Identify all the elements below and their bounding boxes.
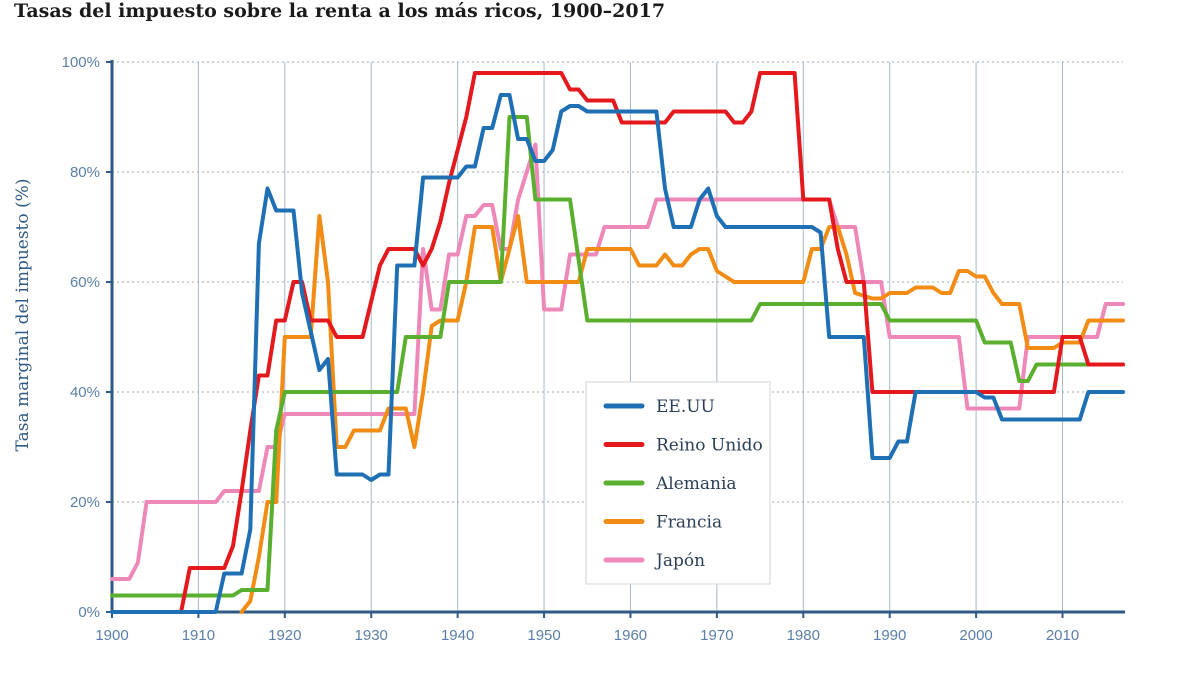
x-tick-label: 2000 [959, 627, 992, 644]
x-tick-label: 1900 [95, 627, 128, 644]
legend-label: Alemania [655, 474, 737, 494]
x-tick-label: 1980 [787, 627, 820, 644]
x-tick-label: 2010 [1046, 627, 1079, 644]
series-line-5 [110, 142, 1125, 581]
series-lines [110, 71, 1125, 614]
series-line-2 [179, 71, 1125, 614]
y-tick-label: 0% [78, 604, 100, 621]
legend-label: Japón [654, 551, 705, 571]
y-tick-label: 80% [70, 164, 100, 181]
series-line-3 [110, 115, 1125, 598]
x-tick-label: 1970 [700, 627, 733, 644]
x-tick-label: 1990 [873, 627, 906, 644]
x-tick-label: 1960 [614, 627, 647, 644]
legend: EE.UU Reino Unido Alemania Francia Japón [585, 381, 771, 585]
legend-label: Reino Unido [656, 436, 763, 456]
y-tick-label: 40% [70, 384, 100, 401]
chart-title: Tasas del impuesto sobre la renta a los … [14, 0, 666, 22]
axes: 1900 1910 1920 1930 1940 1950 1960 1970 1980 1990… [62, 54, 1125, 644]
x-tick-label: 1920 [268, 627, 301, 644]
series-line-4 [239, 214, 1125, 614]
y-tick-label: 60% [70, 274, 100, 291]
x-tick-label: 1910 [182, 627, 215, 644]
x-tick-label: 1950 [527, 627, 560, 644]
y-tick-label: 100% [62, 54, 100, 71]
series-line-1 [110, 93, 1125, 614]
legend-label: EE.UU [656, 397, 715, 417]
y-axis-label: Tasa marginal del impuesto (%) [13, 179, 33, 452]
x-tick-label: 1930 [355, 627, 388, 644]
y-tick-label: 20% [70, 494, 100, 511]
legend-label: Francia [656, 513, 722, 533]
x-tick-label: 1940 [441, 627, 474, 644]
